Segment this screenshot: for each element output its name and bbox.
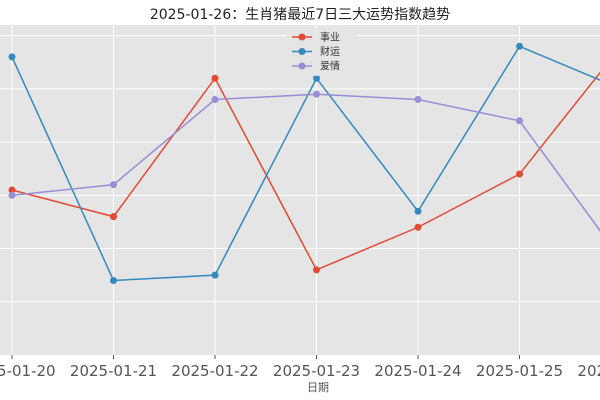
plot-area: [0, 25, 600, 355]
data-point: [8, 53, 16, 61]
x-tick-label: 2025-01-25: [476, 362, 563, 380]
data-point: [110, 213, 117, 221]
data-point: [516, 42, 523, 50]
x-tick-label: 2025-01-23: [273, 362, 360, 380]
legend-marker: [298, 48, 306, 55]
data-point: [110, 181, 117, 189]
data-point: [313, 74, 320, 82]
data-point: [313, 266, 320, 274]
x-ticks: 2025-01-20 2025-01-21 2025-01-22 2025-01-23…: [0, 355, 600, 380]
data-point: [110, 276, 117, 284]
x-tick-label: 2025-01-21: [70, 362, 157, 380]
data-point: [414, 96, 422, 104]
x-tick-label: 2025-01-24: [374, 362, 461, 380]
chart-title: 2025-01-26：生肖猪最近7日三大运势指数趋势: [150, 7, 450, 23]
x-tick-label: 2025-01-22: [171, 362, 258, 380]
series-事业: [8, 71, 600, 274]
legend-label: 财运: [320, 45, 340, 58]
data-point: [414, 223, 422, 231]
data-point: [516, 117, 523, 125]
data-point: [516, 170, 523, 178]
series-财运: [8, 42, 600, 284]
legend-marker: [298, 62, 306, 70]
x-tick-label: 2025-01-20: [0, 362, 56, 380]
x-axis-label: 日期: [307, 381, 329, 394]
series-爱情: [8, 90, 600, 232]
legend-marker: [298, 33, 306, 41]
data-point: [8, 191, 16, 199]
data-point: [8, 186, 16, 194]
data-point: [211, 96, 219, 104]
data-point: [313, 90, 320, 98]
data-point: [211, 74, 219, 82]
x-tick-label: 2025-01-26: [577, 362, 600, 380]
data-point: [414, 207, 422, 215]
series-group: [8, 42, 600, 284]
legend-label: 爱情: [320, 60, 340, 73]
legend-label: 事业: [320, 31, 340, 44]
data-point: [211, 271, 219, 279]
